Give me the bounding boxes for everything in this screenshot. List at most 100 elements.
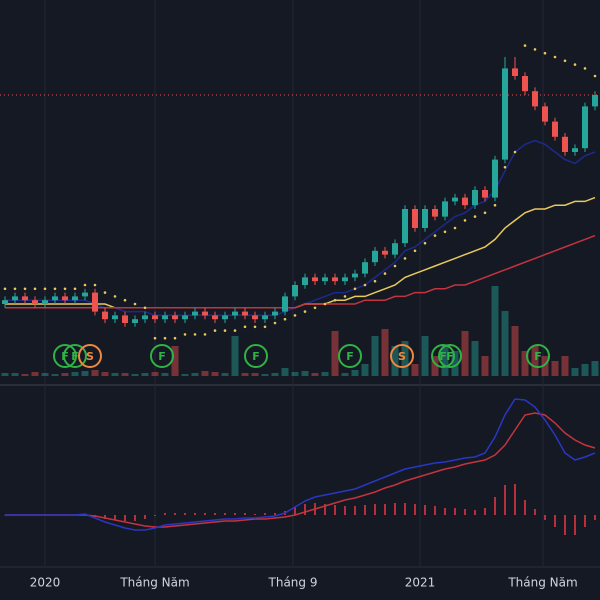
signal-label: F [446, 350, 454, 363]
sar-dot [73, 287, 77, 291]
candle-body [12, 296, 18, 301]
candle-body [112, 315, 118, 320]
signal-label: F [439, 350, 447, 363]
volume-bar [591, 361, 599, 376]
moving-average [5, 234, 596, 309]
macd-signal-line [5, 412, 596, 528]
macd-histogram-bar [594, 515, 596, 520]
candle-body [212, 315, 218, 320]
candle-body [182, 315, 188, 320]
moving-average [5, 196, 596, 309]
signal-circle [431, 344, 455, 368]
sar-dot [463, 219, 467, 222]
volume-bar [551, 361, 559, 376]
macd-histogram-bar [484, 508, 486, 515]
volume-bar [461, 331, 469, 376]
volume-bar [11, 373, 19, 376]
macd-histogram-bar [324, 504, 326, 515]
macd-histogram-bar [544, 515, 546, 520]
macd-histogram-bar [464, 509, 466, 515]
sar-dot [23, 287, 27, 291]
macd-histogram-bar [164, 513, 166, 515]
volume-bar [211, 372, 219, 376]
macd-histogram-bar [534, 509, 536, 515]
macd-histogram-bar [344, 506, 346, 515]
sar-dot [83, 283, 87, 287]
sar-dot [553, 55, 557, 59]
sar-dot [183, 333, 187, 336]
volume-bar [561, 356, 569, 376]
macd-histogram-bar [194, 513, 196, 515]
volume-bar [231, 336, 239, 376]
macd-histogram-bar [524, 500, 526, 515]
volume-bar [411, 364, 419, 376]
candle-body [22, 296, 28, 301]
sar-dot [433, 234, 437, 237]
candle-body [132, 319, 138, 323]
sar-dot [443, 230, 447, 234]
macd-histogram-bar [334, 505, 336, 515]
sar-dot [413, 249, 417, 253]
signal-label: S [398, 350, 406, 363]
sar-dot [503, 165, 507, 169]
volume-bar [1, 373, 9, 376]
candle-body [102, 311, 108, 320]
sar-dot [343, 295, 347, 298]
volume-bar [361, 364, 369, 376]
candle-body [442, 201, 448, 217]
candle-body [162, 315, 168, 320]
volume-bar [31, 372, 39, 376]
signal-circle [526, 344, 550, 368]
signal-label: F [346, 350, 354, 363]
volume-bar [381, 329, 389, 376]
sar-dot [333, 298, 337, 302]
candle-body [462, 197, 468, 206]
volume-bar [311, 373, 319, 376]
candle-body [232, 311, 238, 316]
candle-body [92, 292, 98, 312]
candle-body [582, 106, 588, 149]
volume-bar [251, 373, 259, 376]
volume-bar [541, 356, 549, 376]
sar-dot [113, 295, 117, 298]
sar-dot [383, 272, 387, 275]
sar-dot [283, 317, 287, 321]
candle-body [262, 315, 268, 320]
candle-body [512, 68, 518, 76]
candle-body [52, 296, 58, 301]
signal-circle [438, 344, 462, 368]
sar-dot [173, 336, 177, 340]
volume-bar [291, 372, 299, 376]
macd-histogram-bar [184, 513, 186, 515]
volume-bar [111, 373, 119, 376]
sar-dot [563, 59, 567, 63]
candle-body [252, 315, 258, 320]
volume-bar [371, 336, 379, 376]
volume-bar [191, 373, 199, 376]
macd-histogram-bar [124, 515, 126, 521]
volume-bar [21, 374, 29, 376]
volume-bar [481, 356, 489, 376]
sar-dot [473, 215, 477, 218]
signal-label: F [252, 350, 260, 363]
volume-bar [71, 372, 79, 376]
sar-dot [513, 150, 517, 154]
volume-bar [491, 286, 499, 376]
macd-histogram-bar [154, 515, 156, 516]
sar-dot [43, 287, 47, 291]
macd-histogram-bar [294, 507, 296, 515]
volume-bar [181, 374, 189, 376]
volume-bar [501, 311, 509, 376]
macd-histogram-bar [554, 515, 556, 527]
candle-body [342, 277, 348, 282]
candle-body [62, 296, 68, 301]
candle-body [72, 296, 78, 301]
candle-body [172, 315, 178, 320]
volume-bar [61, 373, 69, 376]
macd-histogram-bar [364, 505, 366, 515]
macd-histogram-bar [274, 513, 276, 515]
macd-histogram-bar [384, 504, 386, 515]
sar-dot [543, 51, 547, 55]
sar-dot [243, 325, 247, 329]
candle-body [402, 209, 408, 244]
